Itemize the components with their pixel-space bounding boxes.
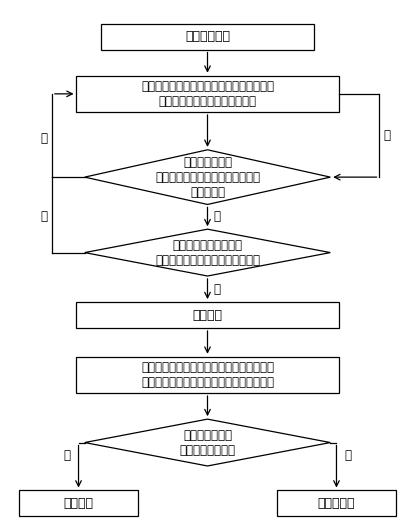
Text: 建立连接: 建立连接 (193, 309, 222, 321)
Text: 是否在预设时间
内发出到响应信息: 是否在预设时间 内发出到响应信息 (180, 429, 235, 457)
Text: 是: 是 (63, 449, 70, 462)
FancyBboxPatch shape (76, 302, 339, 328)
Text: 进入操作界面: 进入操作界面 (185, 30, 230, 43)
FancyBboxPatch shape (277, 490, 396, 517)
FancyBboxPatch shape (101, 24, 314, 49)
Text: 是: 是 (214, 210, 221, 222)
Text: 否: 否 (383, 129, 391, 142)
Text: 否: 否 (40, 210, 47, 222)
Text: 若响应数据包中的滑动
方向信息为第一预设滑动方向信息: 若响应数据包中的滑动 方向信息为第一预设滑动方向信息 (155, 239, 260, 267)
Text: 是: 是 (214, 282, 221, 296)
FancyBboxPatch shape (76, 76, 339, 112)
Polygon shape (85, 229, 330, 276)
Text: 是否在预设时间
内接收由第二电子设备发送过来的
响应数据包: 是否在预设时间 内接收由第二电子设备发送过来的 响应数据包 (155, 156, 260, 199)
Text: 否: 否 (345, 449, 352, 462)
Text: 检测第一电子设备触摸手势，根据触摸手势
的滑动方向信息生成请求数据包: 检测第一电子设备触摸手势，根据触摸手势 的滑动方向信息生成请求数据包 (141, 80, 274, 108)
Polygon shape (85, 150, 330, 205)
Text: 否: 否 (40, 132, 47, 145)
Text: 发送文件: 发送文件 (63, 497, 93, 510)
Text: 不发送文件: 不发送文件 (318, 497, 355, 510)
Text: 用户选择的文件通过第二预设滑动方向信息
移动至预设位置的动作传送到第二电子设备: 用户选择的文件通过第二预设滑动方向信息 移动至预设位置的动作传送到第二电子设备 (141, 361, 274, 389)
FancyBboxPatch shape (19, 490, 138, 517)
Polygon shape (85, 419, 330, 466)
FancyBboxPatch shape (76, 357, 339, 393)
